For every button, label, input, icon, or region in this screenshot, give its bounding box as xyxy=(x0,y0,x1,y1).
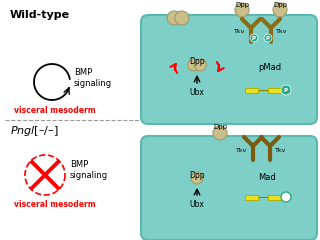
Circle shape xyxy=(235,3,249,17)
Text: Tkv: Tkv xyxy=(234,29,246,34)
Text: Dpp: Dpp xyxy=(189,57,205,66)
Text: Ubx: Ubx xyxy=(189,200,204,209)
Text: Tkv: Tkv xyxy=(236,148,248,153)
Text: BMP
signaling: BMP signaling xyxy=(70,160,108,180)
Text: BMP
signaling: BMP signaling xyxy=(74,68,112,88)
Text: visceral mesoderm: visceral mesoderm xyxy=(14,200,96,209)
Circle shape xyxy=(281,85,291,95)
FancyBboxPatch shape xyxy=(141,15,317,124)
Circle shape xyxy=(191,172,203,184)
Circle shape xyxy=(264,34,272,42)
Text: Wild-type: Wild-type xyxy=(10,10,70,20)
Bar xyxy=(268,195,281,199)
Text: visceral mesoderm: visceral mesoderm xyxy=(14,106,96,115)
Circle shape xyxy=(213,126,227,140)
Text: Dpp: Dpp xyxy=(235,2,249,8)
Text: Dpp: Dpp xyxy=(213,124,227,130)
Text: Tkv: Tkv xyxy=(275,148,287,153)
FancyBboxPatch shape xyxy=(141,136,317,240)
Circle shape xyxy=(188,59,200,71)
Text: Dpp: Dpp xyxy=(189,171,205,180)
Bar xyxy=(268,88,281,92)
Text: Ubx: Ubx xyxy=(189,88,204,97)
Circle shape xyxy=(273,3,287,17)
Text: P: P xyxy=(266,36,270,41)
Text: P: P xyxy=(252,36,256,41)
Text: Dpp: Dpp xyxy=(273,2,287,8)
Text: Mad: Mad xyxy=(258,174,276,182)
Text: P: P xyxy=(284,88,288,92)
Circle shape xyxy=(167,11,181,25)
Circle shape xyxy=(175,11,189,25)
Text: pMad: pMad xyxy=(259,64,282,72)
Circle shape xyxy=(250,34,258,42)
Bar xyxy=(245,88,258,92)
Circle shape xyxy=(281,192,291,202)
Circle shape xyxy=(194,59,206,71)
Bar xyxy=(245,195,258,199)
Text: Tkv: Tkv xyxy=(276,29,288,34)
Text: $\it{Pngl}$[–/–]: $\it{Pngl}$[–/–] xyxy=(10,124,59,138)
